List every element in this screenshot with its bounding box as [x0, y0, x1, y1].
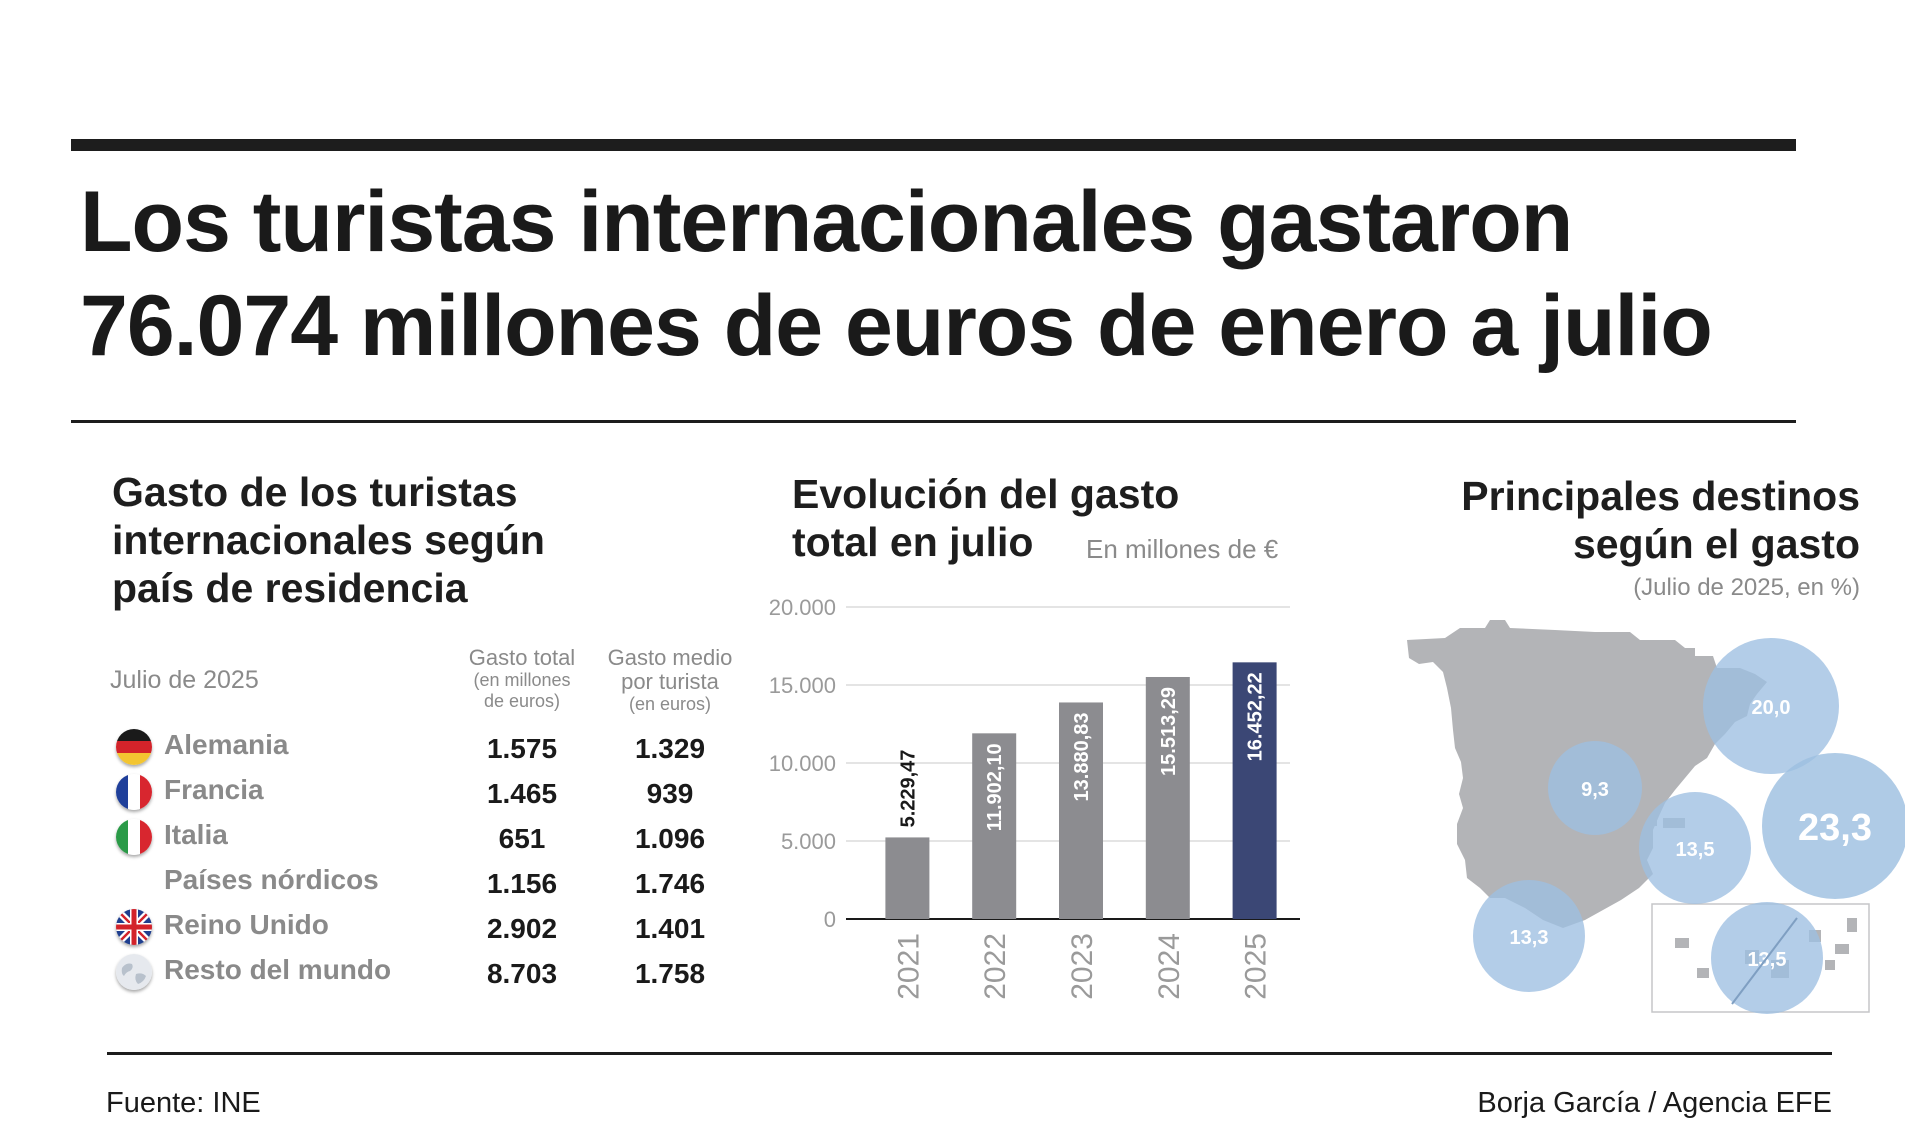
bubble-andalucia: [1473, 880, 1585, 992]
bubble-valencia: [1639, 792, 1751, 904]
top-rule: [71, 139, 1796, 151]
bubble-label: 20,0: [1752, 697, 1791, 719]
country-name: Italia: [164, 819, 228, 850]
x-tick-label: 2024: [1153, 933, 1186, 1000]
region-bubbles: 20,0 9,3 23,3 13,5 13,3 13,5: [1473, 638, 1905, 1014]
bar-value-label: 13.880,83: [1071, 712, 1093, 801]
bar-chart-unit: En millones de €: [1086, 534, 1279, 564]
bubble-label: 23,3: [1798, 807, 1872, 849]
average-spend-value: 939: [646, 778, 694, 809]
x-tick-label: 2023: [1066, 933, 1099, 1000]
average-spend-value: 1.096: [634, 823, 706, 854]
bubble-madrid: [1548, 741, 1642, 835]
bar-value-label: 15.513,29: [1158, 687, 1180, 776]
x-tick-label: 2025: [1240, 933, 1273, 1000]
total-spend-value: 1.156: [486, 868, 558, 899]
bar-chart: 0 5.000 10.000 15.000 20.000 5.229,47 2021 11.9…: [769, 595, 1300, 1000]
france-flag-icon: [116, 774, 152, 810]
map-title-line-2: según el gasto: [1572, 521, 1860, 567]
bar-chart-title-line-1: Evolución del gasto: [792, 471, 1180, 517]
y-tick-label: 0: [824, 907, 836, 932]
table-row: Resto del mundo 8.703 1.758: [110, 950, 730, 994]
column-header-total: Gasto total (en millones de euros): [452, 646, 592, 712]
average-spend-value: 1.758: [634, 958, 706, 989]
map-subtitle: (Julio de 2025, en %): [1633, 574, 1860, 601]
bar-value-label: 11.902,10: [984, 743, 1006, 831]
bubble-label: 13,5: [1676, 839, 1715, 861]
average-spend-value: 1.401: [634, 913, 706, 944]
y-tick-label: 20.000: [769, 595, 836, 620]
spain-map: 20,0 9,3 23,3 13,5 13,3 13,5: [1407, 620, 1905, 1014]
table-row: Alemania 1.575 1.329: [110, 725, 730, 769]
column-header-total-main: Gasto total: [468, 645, 576, 670]
footer-source: Fuente: INE: [106, 1087, 261, 1119]
total-spend-value: 2.902: [486, 913, 558, 944]
bubble-label: 13,5: [1748, 949, 1787, 971]
column-header-average: Gasto medio por turista (en euros): [600, 646, 740, 715]
headline: Los turistas internacionales gastaron 76…: [80, 170, 1800, 378]
country-name: Reino Unido: [164, 909, 329, 940]
bubble-baleares: [1762, 753, 1905, 899]
column-header-average-sub: (en euros): [628, 694, 712, 714]
bubble-cataluna: [1703, 638, 1839, 774]
y-tick-label: 5.000: [781, 829, 836, 854]
column-header-total-sub-1: (en millones: [473, 670, 571, 690]
country-name: Francia: [164, 774, 264, 805]
column-header-total-sub-2: de euros): [483, 691, 561, 711]
footer-rule: [107, 1052, 1832, 1055]
bar-chart-title: Evolución del gasto total en julio: [792, 470, 1412, 566]
table-row: Reino Unido 2.902 1.401: [110, 905, 730, 949]
bar: [1145, 676, 1190, 919]
footer-credit: Borja García / Agencia EFE: [1477, 1087, 1832, 1119]
total-spend-value: 1.465: [486, 778, 558, 809]
y-tick-label: 15.000: [769, 673, 836, 698]
bar-value-label: 5.229,47: [897, 750, 919, 828]
average-spend-value: 1.329: [634, 733, 706, 764]
bar-value-label: 16.452,22: [1245, 672, 1267, 761]
bar: [1059, 702, 1103, 919]
country-name: Alemania: [164, 729, 289, 760]
total-spend-value: 651: [498, 823, 546, 854]
table-title-line-2: internacionales según: [112, 517, 545, 563]
table-title: Gasto de los turistas internacionales se…: [112, 468, 732, 612]
bar: [972, 733, 1017, 919]
total-spend-value: 1.575: [486, 733, 558, 764]
inset-divider-line: [1731, 917, 1798, 1005]
italy-flag-icon: [116, 819, 152, 855]
column-header-average-main-2: por turista: [621, 669, 719, 694]
x-tick-label: 2022: [979, 933, 1012, 1000]
germany-flag-icon: [116, 729, 152, 765]
table-title-line-1: Gasto de los turistas: [112, 469, 518, 515]
table-date-label: Julio de 2025: [110, 666, 259, 694]
map-title: Principales destinos según el gasto: [1380, 472, 1860, 568]
country-name: Resto del mundo: [164, 954, 392, 985]
map-title-line-1: Principales destinos: [1461, 473, 1860, 519]
globe-icon: [116, 954, 152, 990]
table-row: Francia 1.465 939: [110, 770, 730, 814]
uk-flag-icon: [116, 909, 152, 945]
x-tick-label: 2021: [892, 933, 925, 1000]
country-name: Países nórdicos: [164, 864, 379, 895]
bar-chart-title-line-2: total en julio: [792, 519, 1034, 565]
headline-line-1: Los turistas internacionales gastaron: [80, 174, 1573, 270]
table-title-line-3: país de residencia: [112, 565, 468, 611]
total-spend-value: 8.703: [486, 958, 558, 989]
average-spend-value: 1.746: [634, 868, 706, 899]
bubble-label: 9,3: [1581, 779, 1609, 801]
table-row: Países nórdicos 1.156 1.746: [110, 860, 730, 904]
table-row: Italia 651 1.096: [110, 815, 730, 859]
column-header-average-main-1: Gasto medio: [607, 645, 733, 670]
bubble-label: 13,3: [1510, 927, 1549, 949]
divider-rule: [71, 420, 1796, 423]
bar: [885, 837, 930, 919]
bar: [1232, 662, 1277, 919]
y-tick-label: 10.000: [769, 751, 836, 776]
headline-line-2: 76.074 millones de euros de enero a juli…: [80, 278, 1713, 374]
